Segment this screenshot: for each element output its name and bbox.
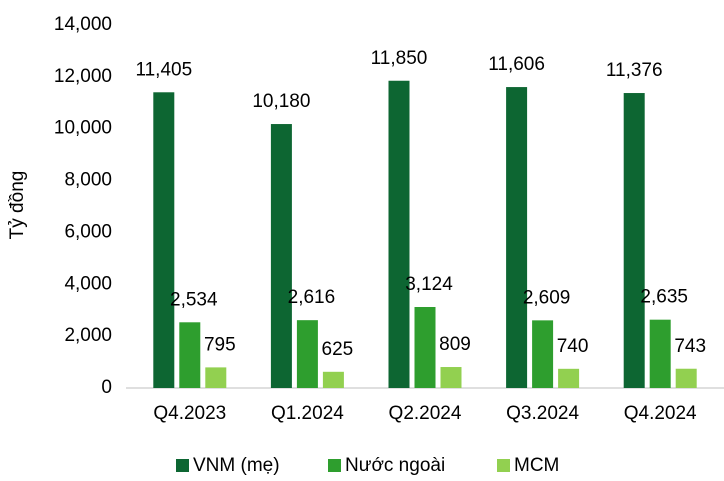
- legend-label: MCM: [514, 455, 559, 476]
- data-label: 809: [439, 334, 471, 355]
- legend-label: Nước ngoài: [345, 455, 445, 476]
- y-tick-label: 4,000: [64, 273, 112, 294]
- data-label: 11,850: [371, 48, 428, 69]
- bar: [296, 320, 318, 388]
- data-label: 10,180: [252, 91, 310, 112]
- data-label: 2,635: [640, 287, 688, 308]
- x-tick-label: Q3.2024: [506, 403, 579, 424]
- data-label: 11,606: [488, 54, 545, 75]
- data-label: 11,376: [606, 60, 663, 81]
- x-tick-label: Q1.2024: [271, 403, 344, 424]
- bar: [558, 368, 580, 388]
- bar: [388, 80, 410, 388]
- legend-label: VNM (mẹ): [193, 455, 280, 476]
- y-axis-label: Tỷ đồng: [7, 171, 28, 240]
- data-label: 11,405: [135, 59, 192, 80]
- y-tick-label: 10,000: [54, 118, 112, 139]
- bar: [414, 306, 436, 388]
- bar: [179, 322, 201, 388]
- bar: [532, 320, 554, 388]
- data-label: 3,124: [405, 274, 453, 295]
- data-label: 795: [204, 334, 236, 355]
- data-label: 740: [557, 336, 589, 357]
- bar: [270, 124, 292, 388]
- bar: [205, 367, 227, 388]
- data-label: 2,609: [523, 287, 571, 308]
- bar: [440, 367, 462, 388]
- bar: [623, 93, 645, 389]
- y-tick-label: 14,000: [54, 14, 112, 35]
- x-tick-label: Q4.2023: [153, 403, 226, 424]
- y-tick-label: 0: [101, 377, 112, 398]
- data-label: 625: [322, 339, 354, 360]
- bar: [322, 371, 344, 388]
- data-label: 2,534: [170, 289, 218, 310]
- x-tick-label: Q2.2024: [389, 403, 462, 424]
- legend-swatch: [176, 459, 189, 472]
- data-label: 743: [674, 336, 706, 357]
- y-tick-label: 8,000: [64, 170, 112, 191]
- x-tick-label: Q4.2024: [624, 403, 697, 424]
- legend-swatch: [497, 459, 510, 472]
- legend-swatch: [328, 459, 341, 472]
- bar: [153, 92, 175, 389]
- y-tick-label: 2,000: [64, 325, 112, 346]
- y-tick-label: 12,000: [54, 66, 112, 87]
- bar: [506, 87, 528, 388]
- y-tick-label: 6,000: [64, 221, 112, 242]
- bar: [675, 368, 697, 388]
- data-label: 2,616: [288, 287, 336, 308]
- bar: [649, 319, 671, 388]
